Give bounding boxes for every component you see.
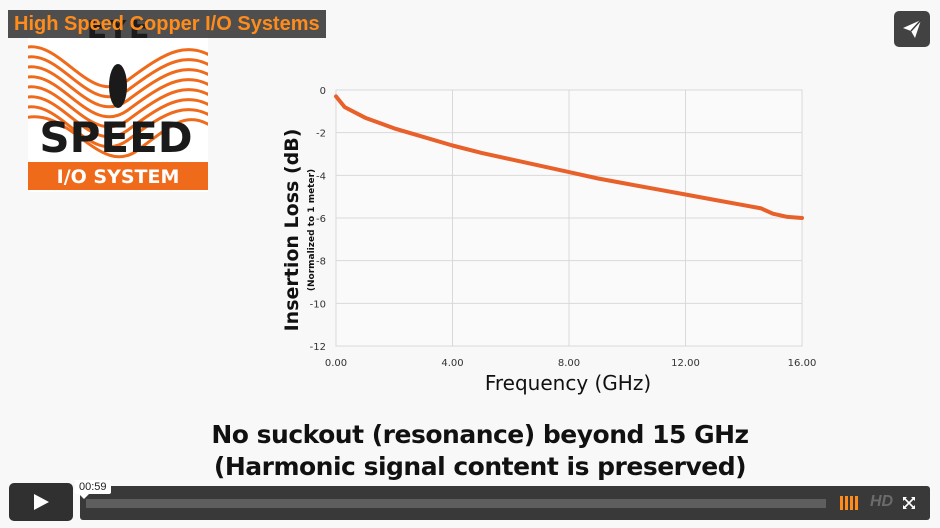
play-icon (34, 494, 49, 510)
x-axis-label: Frequency (GHz) (485, 371, 651, 395)
current-time-tooltip: 00:59 (75, 480, 111, 499)
caption-line-2: (Harmonic signal content is preserved) (213, 452, 747, 481)
y-tick-labels: 0 -2 -4 -6 -8 -10 -12 (310, 86, 326, 353)
eye-speed-logo: EYE SPEED I/O SYSTEM (28, 20, 208, 192)
paper-plane-icon (903, 19, 922, 38)
y-tick-label: -6 (316, 214, 326, 225)
series-line (334, 94, 804, 220)
share-button[interactable] (894, 11, 930, 47)
x-tick-label: 0.00 (325, 358, 347, 369)
y-axis-label: Insertion Loss (dB) (281, 129, 303, 332)
x-tick-label: 16.00 (788, 358, 817, 369)
logo-text-speed: SPEED (39, 113, 192, 162)
y-tick-label: -8 (316, 257, 326, 268)
y-tick-label: -2 (316, 129, 326, 140)
video-title-link[interactable]: High Speed Copper I/O Systems (8, 10, 326, 38)
play-button[interactable] (9, 483, 73, 521)
y-tick-label: -4 (316, 171, 326, 182)
progress-track[interactable] (86, 499, 826, 508)
y-tick-label: 0 (320, 86, 326, 97)
y-tick-label: -10 (310, 299, 326, 310)
hd-toggle[interactable]: HD (870, 493, 894, 510)
y-tick-label: -12 (310, 342, 326, 353)
x-tick-labels: 0.00 4.00 8.00 12.00 16.00 (325, 358, 816, 369)
fullscreen-icon[interactable] (902, 496, 916, 510)
x-tick-label: 12.00 (671, 358, 700, 369)
x-tick-label: 8.00 (558, 358, 580, 369)
x-tick-label: 4.00 (441, 358, 463, 369)
caption-line-1: No suckout (resonance) beyond 15 GHz (211, 420, 749, 449)
insertion-loss-chart: 0 -2 -4 -6 -8 -10 -12 0.00 4.00 8.00 12.00 16.00 I… (281, 86, 816, 395)
logo-text-io-system: I/O SYSTEM (57, 166, 180, 188)
volume-bars-icon[interactable] (840, 496, 862, 510)
y-axis-sublabel: (Normalized to 1 meter) (307, 169, 317, 291)
chart-grid (335, 89, 803, 347)
player-controls: HD 00:59 (0, 478, 940, 528)
progress-bar[interactable]: HD (80, 486, 930, 520)
